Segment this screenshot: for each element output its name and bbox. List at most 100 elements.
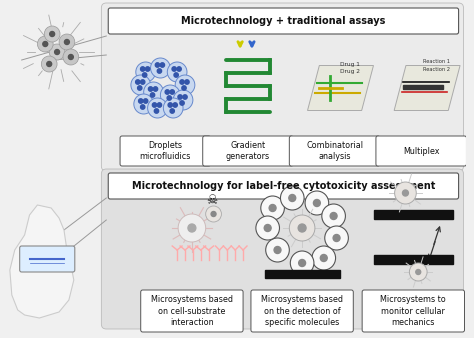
FancyBboxPatch shape bbox=[20, 246, 75, 272]
Circle shape bbox=[41, 56, 57, 72]
Circle shape bbox=[50, 31, 55, 37]
Bar bbox=[264, 270, 339, 278]
Circle shape bbox=[157, 103, 162, 107]
Circle shape bbox=[157, 69, 162, 73]
Circle shape bbox=[140, 67, 145, 71]
Circle shape bbox=[140, 105, 145, 109]
Circle shape bbox=[402, 190, 409, 196]
Text: Reaction 2: Reaction 2 bbox=[423, 67, 450, 72]
Circle shape bbox=[131, 75, 151, 95]
Circle shape bbox=[178, 214, 206, 242]
Circle shape bbox=[180, 80, 184, 84]
Circle shape bbox=[63, 49, 79, 65]
Circle shape bbox=[266, 238, 289, 262]
Circle shape bbox=[144, 82, 164, 102]
FancyBboxPatch shape bbox=[141, 290, 243, 332]
Circle shape bbox=[261, 196, 284, 220]
Text: Microtechnology + traditional assays: Microtechnology + traditional assays bbox=[181, 16, 386, 26]
Text: Drug 2: Drug 2 bbox=[339, 69, 359, 74]
Circle shape bbox=[153, 87, 158, 91]
Circle shape bbox=[137, 86, 142, 90]
Text: Microsystems based
on the detection of
specific molecules: Microsystems based on the detection of s… bbox=[261, 295, 343, 327]
Bar bbox=[403, 85, 443, 89]
Circle shape bbox=[322, 204, 346, 228]
Circle shape bbox=[136, 62, 155, 82]
Circle shape bbox=[333, 235, 340, 241]
Text: Microsystems to
monitor cellular
mechanics: Microsystems to monitor cellular mechani… bbox=[381, 295, 446, 327]
Polygon shape bbox=[308, 66, 374, 111]
FancyBboxPatch shape bbox=[101, 3, 464, 171]
Circle shape bbox=[155, 63, 160, 67]
Circle shape bbox=[148, 87, 153, 91]
Circle shape bbox=[55, 49, 60, 54]
Circle shape bbox=[183, 95, 187, 99]
Circle shape bbox=[37, 36, 53, 52]
Circle shape bbox=[188, 224, 196, 232]
Circle shape bbox=[64, 40, 69, 45]
Circle shape bbox=[160, 85, 180, 105]
Circle shape bbox=[170, 90, 174, 94]
Circle shape bbox=[289, 194, 296, 201]
Circle shape bbox=[174, 73, 178, 77]
FancyBboxPatch shape bbox=[251, 290, 353, 332]
Circle shape bbox=[274, 246, 281, 254]
FancyBboxPatch shape bbox=[376, 136, 466, 166]
Circle shape bbox=[47, 62, 52, 67]
Circle shape bbox=[134, 94, 154, 114]
Circle shape bbox=[165, 90, 170, 94]
Circle shape bbox=[305, 191, 328, 215]
Circle shape bbox=[313, 199, 320, 207]
Circle shape bbox=[173, 103, 177, 107]
Text: Microsystems based
on cell-substrate
interaction: Microsystems based on cell-substrate int… bbox=[151, 295, 233, 327]
Circle shape bbox=[173, 90, 193, 110]
Circle shape bbox=[136, 80, 140, 84]
Text: Multiplex: Multiplex bbox=[403, 146, 439, 155]
Circle shape bbox=[416, 269, 421, 274]
Circle shape bbox=[312, 246, 336, 270]
Circle shape bbox=[269, 204, 276, 212]
Circle shape bbox=[43, 42, 48, 47]
Text: Microtechnology for label-free cytotoxicity assessment: Microtechnology for label-free cytotoxic… bbox=[132, 181, 435, 191]
Circle shape bbox=[182, 86, 186, 90]
Circle shape bbox=[185, 80, 189, 84]
Circle shape bbox=[151, 58, 170, 78]
FancyBboxPatch shape bbox=[101, 169, 464, 329]
Circle shape bbox=[180, 101, 184, 105]
Circle shape bbox=[177, 67, 181, 71]
Circle shape bbox=[178, 95, 182, 99]
Circle shape bbox=[147, 98, 167, 118]
Circle shape bbox=[44, 26, 60, 42]
Polygon shape bbox=[10, 205, 74, 318]
Circle shape bbox=[160, 63, 164, 67]
Circle shape bbox=[211, 212, 216, 217]
FancyBboxPatch shape bbox=[289, 136, 380, 166]
FancyBboxPatch shape bbox=[108, 173, 458, 199]
Circle shape bbox=[143, 73, 147, 77]
Circle shape bbox=[330, 213, 337, 219]
Circle shape bbox=[299, 260, 306, 266]
Circle shape bbox=[146, 67, 150, 71]
Circle shape bbox=[256, 216, 280, 240]
Circle shape bbox=[144, 99, 148, 103]
Circle shape bbox=[138, 99, 143, 103]
Circle shape bbox=[140, 80, 145, 84]
Text: Combinatorial
analysis: Combinatorial analysis bbox=[306, 141, 363, 161]
Circle shape bbox=[172, 67, 176, 71]
Circle shape bbox=[164, 98, 183, 118]
Polygon shape bbox=[394, 66, 460, 111]
Text: Droplets
microfluidics: Droplets microfluidics bbox=[140, 141, 191, 161]
Circle shape bbox=[168, 103, 173, 107]
Circle shape bbox=[152, 103, 157, 107]
Text: Drug 1: Drug 1 bbox=[339, 62, 359, 67]
Circle shape bbox=[206, 206, 221, 222]
Text: Gradient
generators: Gradient generators bbox=[226, 141, 270, 161]
FancyBboxPatch shape bbox=[108, 8, 458, 34]
Circle shape bbox=[298, 224, 306, 232]
Circle shape bbox=[289, 215, 315, 241]
Circle shape bbox=[325, 226, 348, 250]
Circle shape bbox=[167, 62, 187, 82]
Circle shape bbox=[281, 186, 304, 210]
Text: Reaction 1: Reaction 1 bbox=[423, 59, 450, 64]
Circle shape bbox=[49, 44, 65, 60]
Bar bbox=[374, 255, 453, 264]
